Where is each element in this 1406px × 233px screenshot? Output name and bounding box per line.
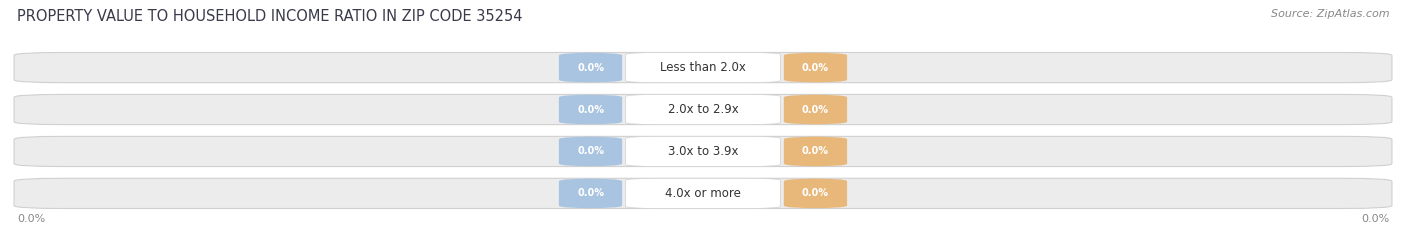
Text: 0.0%: 0.0% <box>576 147 605 156</box>
Text: 2.0x to 2.9x: 2.0x to 2.9x <box>668 103 738 116</box>
Text: 3.0x to 3.9x: 3.0x to 3.9x <box>668 145 738 158</box>
FancyBboxPatch shape <box>560 136 621 167</box>
Text: 4.0x or more: 4.0x or more <box>665 187 741 200</box>
FancyBboxPatch shape <box>14 94 1392 125</box>
Text: 0.0%: 0.0% <box>576 188 605 198</box>
Text: 0.0%: 0.0% <box>801 63 830 72</box>
FancyBboxPatch shape <box>626 94 780 125</box>
FancyBboxPatch shape <box>560 52 621 83</box>
Text: PROPERTY VALUE TO HOUSEHOLD INCOME RATIO IN ZIP CODE 35254: PROPERTY VALUE TO HOUSEHOLD INCOME RATIO… <box>17 9 523 24</box>
FancyBboxPatch shape <box>14 52 1392 83</box>
FancyBboxPatch shape <box>560 94 621 125</box>
Text: 0.0%: 0.0% <box>801 147 830 156</box>
Text: 0.0%: 0.0% <box>17 214 45 224</box>
FancyBboxPatch shape <box>626 136 780 167</box>
Text: Source: ZipAtlas.com: Source: ZipAtlas.com <box>1271 9 1389 19</box>
Text: 0.0%: 0.0% <box>801 188 830 198</box>
Text: 0.0%: 0.0% <box>1361 214 1389 224</box>
FancyBboxPatch shape <box>14 178 1392 209</box>
Text: 0.0%: 0.0% <box>576 63 605 72</box>
FancyBboxPatch shape <box>626 52 780 83</box>
FancyBboxPatch shape <box>785 136 846 167</box>
Text: Less than 2.0x: Less than 2.0x <box>659 61 747 74</box>
FancyBboxPatch shape <box>626 178 780 209</box>
Text: 0.0%: 0.0% <box>801 105 830 114</box>
FancyBboxPatch shape <box>785 178 846 209</box>
FancyBboxPatch shape <box>785 94 846 125</box>
Text: 0.0%: 0.0% <box>576 105 605 114</box>
FancyBboxPatch shape <box>14 136 1392 167</box>
FancyBboxPatch shape <box>560 178 621 209</box>
FancyBboxPatch shape <box>785 52 846 83</box>
